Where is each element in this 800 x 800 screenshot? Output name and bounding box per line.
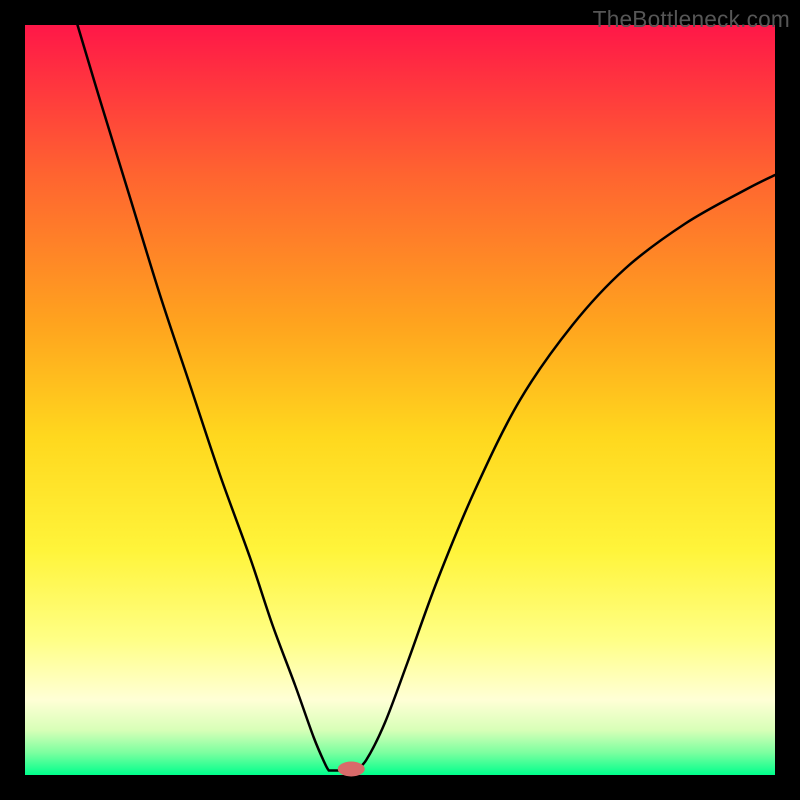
plot-background [25,25,775,775]
chart-svg [0,0,800,800]
watermark-text: TheBottleneck.com [593,6,790,33]
bottleneck-chart: TheBottleneck.com [0,0,800,800]
optimum-marker [338,762,365,777]
